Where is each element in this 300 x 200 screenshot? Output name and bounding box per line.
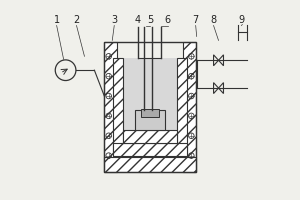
Text: 6: 6 bbox=[165, 15, 171, 25]
Bar bbox=[141, 109, 159, 117]
Bar bbox=[104, 42, 117, 171]
Bar bbox=[177, 58, 187, 156]
Bar bbox=[104, 42, 196, 171]
Text: 8: 8 bbox=[211, 15, 217, 25]
Bar bbox=[183, 42, 196, 171]
Text: 1: 1 bbox=[54, 15, 60, 25]
Text: 7: 7 bbox=[193, 15, 199, 25]
Bar bbox=[104, 157, 196, 171]
Text: 3: 3 bbox=[111, 15, 117, 25]
Bar bbox=[123, 58, 177, 143]
Text: 2: 2 bbox=[74, 15, 80, 25]
Bar bbox=[113, 58, 123, 156]
Text: 5: 5 bbox=[147, 15, 153, 25]
Text: 9: 9 bbox=[238, 15, 244, 25]
Text: 4: 4 bbox=[135, 15, 141, 25]
Bar bbox=[113, 143, 187, 156]
Bar bbox=[123, 130, 177, 143]
Bar bbox=[135, 110, 165, 130]
